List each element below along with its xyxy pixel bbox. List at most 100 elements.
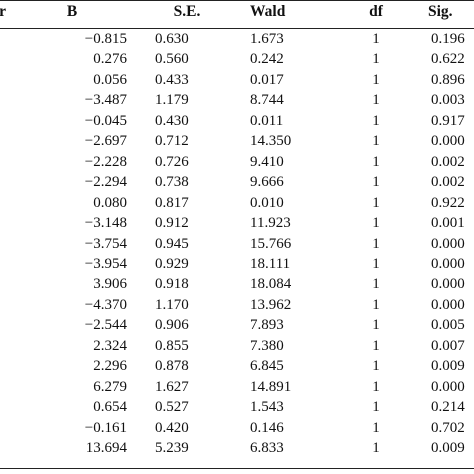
cell-wald: 0.017 [250, 71, 284, 88]
cell-wald: 0.242 [250, 51, 284, 68]
cell-wald: 11.923 [250, 215, 291, 232]
cell-wald: 18.111 [250, 255, 291, 272]
cell-se: 0.878 [155, 358, 189, 375]
cell-se: 0.712 [155, 133, 189, 150]
cell-df: 1 [372, 337, 380, 354]
cell-df: 1 [372, 276, 380, 293]
cell-sig: 0.000 [431, 296, 465, 313]
cell-wald: 0.010 [250, 194, 284, 211]
cell-wald: 1.673 [250, 31, 284, 47]
cell-b: 0.080 [93, 194, 127, 211]
cell-b: −3.754 [84, 235, 127, 252]
header-b: B [66, 3, 78, 20]
cell-se: 0.929 [155, 255, 189, 272]
cell-sig: 0.007 [431, 337, 465, 354]
cell-sig: 0.002 [431, 174, 465, 191]
cell-b: −4.370 [84, 296, 127, 313]
cell-sig: 0.702 [431, 419, 465, 436]
cell-se: 0.420 [155, 419, 189, 436]
cell-wald: 13.962 [250, 296, 292, 313]
cell-sig: 0.896 [431, 71, 465, 88]
cell-wald: 15.766 [250, 235, 292, 252]
cell-sig: 0.922 [431, 194, 465, 211]
header-se: S.E. [173, 3, 201, 20]
cell-se: 0.560 [155, 51, 189, 68]
cell-b: 6.279 [93, 378, 127, 395]
cell-sig: 0.009 [431, 358, 465, 375]
cell-se: 1.179 [155, 92, 189, 109]
cell-wald: 18.084 [250, 276, 292, 293]
cell-b: 0.654 [93, 399, 127, 416]
cell-se: 0.630 [155, 31, 189, 47]
cell-wald: 14.891 [250, 378, 292, 395]
cell-se: 0.726 [155, 153, 189, 170]
cell-b: −0.161 [84, 419, 127, 436]
cell-df: 1 [372, 399, 380, 416]
cell-sig: 0.005 [431, 317, 465, 334]
cell-se: 1.170 [155, 296, 189, 313]
cell-sig: 0.001 [431, 215, 465, 232]
cell-se: 5.239 [155, 440, 189, 456]
cell-sig: 0.000 [431, 276, 465, 293]
cell-se: 1.627 [155, 378, 189, 395]
cell-b: 3.906 [93, 276, 127, 293]
cell-df: 1 [372, 235, 380, 252]
cell-wald: 9.410 [250, 153, 284, 170]
cell-wald: 1.543 [250, 399, 284, 416]
cell-sig: 0.196 [431, 31, 465, 47]
cell-se: 0.912 [155, 215, 189, 232]
cell-sig: 0.002 [431, 153, 465, 170]
cell-wald: 7.380 [250, 337, 284, 354]
cell-wald: 8.744 [250, 92, 284, 109]
cell-sig: 0.000 [431, 235, 465, 252]
cell-df: 1 [372, 31, 380, 47]
cell-se: 0.918 [155, 276, 189, 293]
cell-wald: 0.146 [250, 419, 284, 436]
cell-b: −0.045 [84, 112, 127, 129]
cell-df: 1 [372, 255, 380, 272]
cell-b: −3.148 [84, 215, 127, 232]
cell-b: −3.954 [84, 255, 127, 272]
cell-df: 1 [372, 215, 380, 232]
cell-sig: 0.622 [431, 51, 465, 68]
cell-se: 0.817 [155, 194, 189, 211]
table-bottom-rule [0, 468, 474, 469]
header-wald: Wald [250, 3, 286, 20]
cell-wald: 14.350 [250, 133, 292, 150]
cell-se: 0.527 [155, 399, 189, 416]
cell-df: 1 [372, 358, 380, 375]
cell-b: 0.056 [93, 71, 127, 88]
table-header-rule [0, 28, 474, 29]
cell-b: −2.228 [84, 153, 127, 170]
cell-df: 1 [372, 194, 380, 211]
cell-se: 0.906 [155, 317, 189, 334]
cell-b: 2.296 [93, 358, 127, 375]
cell-se: 0.433 [155, 71, 189, 88]
cell-se: 0.945 [155, 235, 189, 252]
cell-b: 0.276 [93, 51, 127, 68]
cell-b: −0.815 [84, 31, 127, 47]
cell-sig: 0.000 [431, 133, 465, 150]
cell-df: 1 [372, 112, 380, 129]
cell-df: 1 [372, 296, 380, 313]
header-variable: r [0, 3, 6, 20]
cell-b: −2.697 [84, 133, 127, 150]
cell-df: 1 [372, 317, 380, 334]
cell-sig: 0.214 [431, 399, 465, 416]
cell-sig: 0.917 [431, 112, 465, 129]
cell-df: 1 [372, 133, 380, 150]
cell-df: 1 [372, 92, 380, 109]
header-df: df [369, 3, 383, 20]
cell-b: −2.294 [84, 174, 127, 191]
table-top-rule [0, 0, 474, 1]
cell-wald: 9.666 [250, 174, 284, 191]
cell-df: 1 [372, 153, 380, 170]
cell-b: 13.694 [85, 440, 127, 456]
cell-sig: 0.000 [431, 378, 465, 395]
cell-wald: 0.011 [250, 112, 284, 129]
cell-df: 1 [372, 71, 380, 88]
cell-se: 0.855 [155, 337, 189, 354]
cell-b: −2.544 [84, 317, 127, 334]
cell-df: 1 [372, 440, 380, 456]
cell-sig: 0.000 [431, 255, 465, 272]
